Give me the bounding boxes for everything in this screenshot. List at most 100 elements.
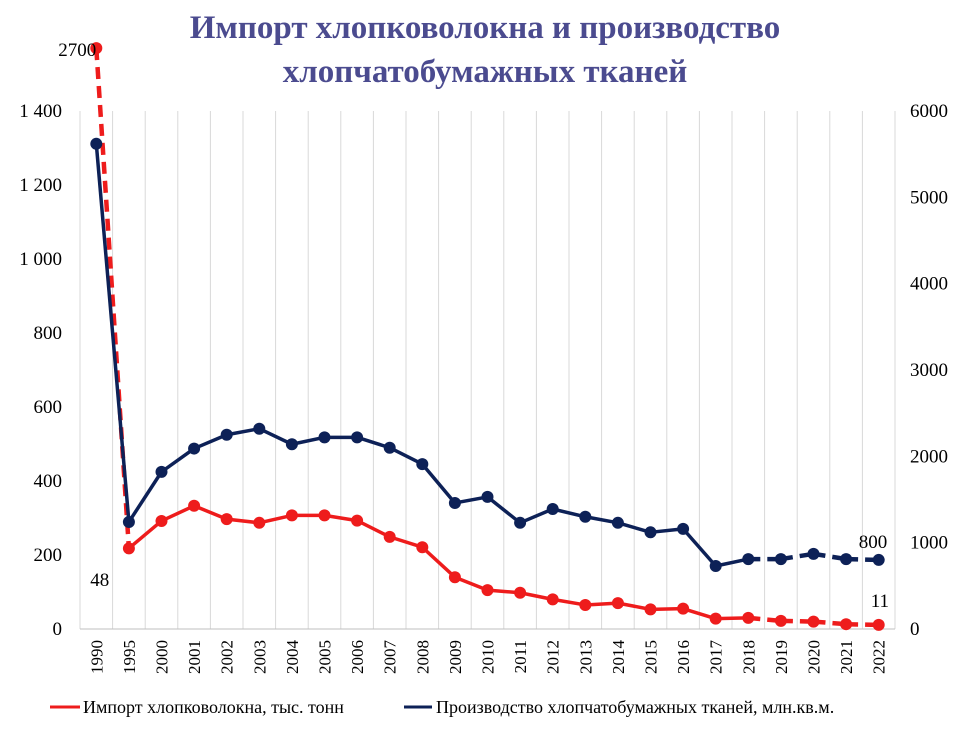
y-right-tick-label: 2000 bbox=[910, 446, 948, 467]
y-right-tick-label: 4000 bbox=[910, 274, 948, 295]
series-1-segment bbox=[127, 470, 163, 523]
series-1-point bbox=[546, 502, 559, 515]
series-1-point bbox=[383, 441, 396, 454]
series-1-segment bbox=[388, 446, 424, 466]
y-left-tick-label: 1 000 bbox=[19, 249, 62, 270]
series-1-point bbox=[872, 553, 885, 566]
y-right-tick-label: 6000 bbox=[910, 101, 948, 122]
series-1-point bbox=[611, 516, 624, 529]
series-0-point bbox=[253, 516, 266, 529]
series-1-point bbox=[579, 510, 592, 523]
series-0-point bbox=[122, 542, 135, 555]
series-0-point bbox=[807, 615, 820, 628]
series-0-segment bbox=[94, 47, 132, 549]
series-1-segment bbox=[160, 447, 196, 474]
x-tick-label: 2018 bbox=[739, 640, 758, 674]
series-0-segment bbox=[421, 545, 457, 579]
series-1-point bbox=[253, 422, 266, 435]
series-1-point bbox=[742, 553, 755, 566]
x-tick-label: 2016 bbox=[674, 640, 693, 674]
series-0-point bbox=[285, 509, 298, 522]
series-1-point bbox=[774, 553, 787, 566]
x-tick-label: 2019 bbox=[772, 640, 791, 674]
x-tick-label: 2012 bbox=[544, 640, 563, 674]
x-tick-label: 2020 bbox=[805, 640, 824, 674]
series-0-point bbox=[416, 541, 429, 554]
data-label: 48 bbox=[90, 570, 109, 591]
x-tick-label: 2000 bbox=[153, 640, 172, 674]
y-left-tick-label: 0 bbox=[53, 619, 63, 640]
series-1-segment bbox=[681, 527, 718, 568]
series-0-point bbox=[188, 499, 201, 512]
series-1-point bbox=[840, 553, 853, 566]
y-right-tick-label: 0 bbox=[910, 619, 920, 640]
series-1-point bbox=[481, 490, 494, 503]
series-0-point bbox=[742, 611, 755, 624]
x-tick-label: 2021 bbox=[837, 640, 856, 674]
series-1-segment bbox=[258, 427, 293, 446]
x-tick-label: 2008 bbox=[413, 640, 432, 674]
series-1-segment bbox=[94, 143, 131, 523]
series-1-point bbox=[677, 522, 690, 535]
legend: Импорт хлопковолокна, тыс. тонн Производ… bbox=[50, 697, 834, 717]
series-1-segment bbox=[486, 495, 522, 525]
y-left-tick-label: 400 bbox=[34, 471, 63, 492]
x-tick-label: 2013 bbox=[576, 640, 595, 674]
series-0-point bbox=[448, 571, 461, 584]
y-left-tick-label: 800 bbox=[34, 323, 63, 344]
data-label: 2700 bbox=[58, 40, 96, 61]
series-1-point bbox=[90, 137, 103, 150]
series-1-point bbox=[448, 496, 461, 509]
x-tick-label: 2007 bbox=[381, 640, 400, 675]
series-1-point bbox=[644, 526, 657, 539]
legend-label-production: Производство хлопчатобумажных тканей, мл… bbox=[436, 697, 834, 717]
series-0-point bbox=[318, 509, 331, 522]
series-0-point bbox=[383, 530, 396, 543]
x-tick-label: 2011 bbox=[511, 640, 530, 673]
x-tick-label: 2009 bbox=[446, 640, 465, 674]
data-label: 800 bbox=[859, 532, 888, 553]
series-1-point bbox=[709, 559, 722, 572]
data-label: 11 bbox=[871, 591, 889, 612]
x-tick-label: 2001 bbox=[185, 640, 204, 674]
y-left-tick-label: 200 bbox=[34, 545, 63, 566]
series-0-point bbox=[611, 597, 624, 610]
series-0-point bbox=[220, 513, 233, 526]
series-points bbox=[90, 42, 885, 631]
series-1-point bbox=[122, 515, 135, 528]
series-0-point bbox=[481, 584, 494, 597]
y-left-tick-label: 1 400 bbox=[19, 101, 62, 122]
chart-title-line2: хлопчатобумажных тканей bbox=[283, 54, 687, 90]
series-0-point bbox=[840, 618, 853, 631]
x-axis: 1990 1995 2000 2001 2002 2003 2004 2005 2006 2007… bbox=[87, 640, 888, 675]
x-tick-label: 2017 bbox=[707, 640, 726, 675]
series-0-point bbox=[90, 42, 103, 55]
data-labels: 2700 48 800 11 bbox=[58, 40, 889, 612]
y-axis-right: 0 1000 2000 3000 4000 5000 6000 bbox=[910, 101, 948, 640]
chart-title-line1: Импорт хлопковолокна и производство bbox=[190, 10, 780, 46]
series-0-point bbox=[677, 602, 690, 615]
series-0-point bbox=[872, 618, 885, 631]
series-0-segment bbox=[127, 519, 163, 550]
series-0-point bbox=[351, 514, 364, 527]
series-1-point bbox=[220, 428, 233, 441]
x-tick-label: 2004 bbox=[283, 640, 302, 675]
series-1-point bbox=[351, 431, 364, 444]
x-tick-label: 1990 bbox=[87, 640, 106, 674]
x-tick-label: 2003 bbox=[250, 640, 269, 674]
series-0-point bbox=[514, 586, 527, 599]
series-1-point bbox=[514, 516, 527, 529]
y-axis-left: 0 200 400 600 800 1 000 1 200 1 400 bbox=[19, 101, 62, 640]
series-1-point bbox=[807, 547, 820, 560]
series-0-point bbox=[644, 603, 657, 616]
series-0-point bbox=[546, 593, 559, 606]
y-right-tick-label: 1000 bbox=[910, 533, 948, 554]
x-tick-label: 2022 bbox=[870, 640, 889, 674]
series-0-point bbox=[155, 514, 168, 527]
series-1-point bbox=[285, 438, 298, 451]
series-0-point bbox=[579, 598, 592, 611]
x-tick-label: 2014 bbox=[609, 640, 628, 675]
x-tick-label: 2006 bbox=[348, 640, 367, 674]
